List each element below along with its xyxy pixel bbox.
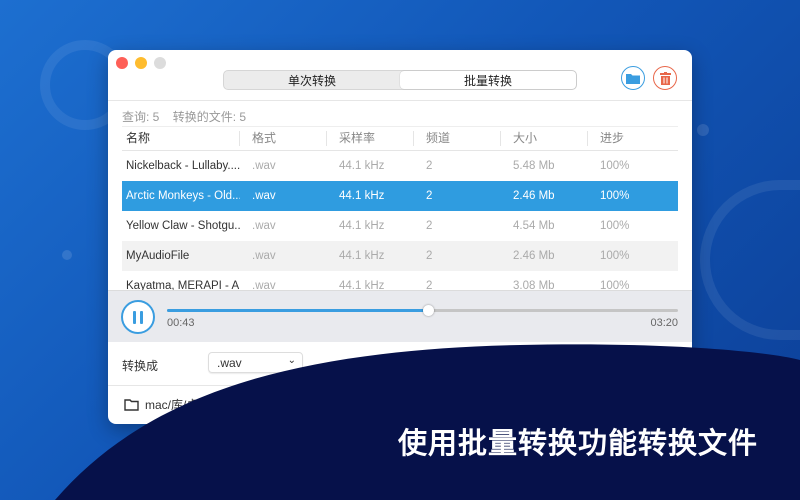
file-size: 2.46 Mb <box>513 190 555 202</box>
audio-player: 00:43 03:20 <box>108 290 692 342</box>
progress: 100% <box>600 280 630 292</box>
seek-slider[interactable] <box>167 305 678 316</box>
seek-handle[interactable] <box>422 305 434 316</box>
format-value: .wav <box>217 356 242 370</box>
folder-icon <box>124 398 139 411</box>
table-row[interactable]: Kayatma, MERAPI - A... .wav 44.1 kHz 2 3.08 … <box>122 271 678 301</box>
pause-icon <box>133 310 136 324</box>
column-header-name[interactable]: 名称 <box>122 131 240 146</box>
close-window-button[interactable] <box>116 57 128 69</box>
table-header: 名称 格式 采样率 频道 大小 进步 <box>122 126 678 151</box>
file-format: .wav <box>252 190 276 202</box>
file-size: 4.54 Mb <box>513 220 555 232</box>
stats-bar: 查询: 5 转换的文件: 5 <box>122 108 256 125</box>
progress: 100% <box>600 190 630 202</box>
file-name: MyAudioFile <box>126 250 190 262</box>
channels: 2 <box>426 220 433 232</box>
sample-rate: 44.1 kHz <box>339 160 385 172</box>
file-name: Kayatma, MERAPI - A... <box>126 280 240 292</box>
delete-button[interactable] <box>653 66 677 90</box>
file-format: .wav <box>252 220 276 232</box>
decor-dot <box>62 250 72 260</box>
file-size: 5.48 Mb <box>513 160 555 172</box>
zoom-window-button[interactable] <box>154 57 166 69</box>
elapsed-time: 00:43 <box>167 317 195 329</box>
column-header-format[interactable]: 格式 <box>240 131 327 146</box>
total-time: 03:20 <box>650 317 678 329</box>
file-size: 2.46 Mb <box>513 250 555 262</box>
output-path-text: mac/库/桌 <box>145 398 199 412</box>
app-window: 单次转换 批量转换 查询: 5 转换的文件: 5 名称 格式 采样率 频道 大小… <box>108 50 692 424</box>
progress: 100% <box>600 220 630 232</box>
file-size: 3.08 Mb <box>513 280 555 292</box>
divider <box>108 100 692 101</box>
column-header-sample-rate[interactable]: 采样率 <box>327 131 414 146</box>
file-name: Nickelback - Lullaby.... <box>126 160 240 172</box>
tab-single-convert[interactable]: 单次转换 <box>287 73 336 88</box>
divider <box>108 385 692 386</box>
open-folder-button[interactable] <box>621 66 645 90</box>
query-count: 查询: 5 <box>122 110 160 124</box>
chevron-down-icon: ⌄ <box>287 355 296 366</box>
file-format: .wav <box>252 280 276 292</box>
file-format: .wav <box>252 160 276 172</box>
table-body: Nickelback - Lullaby.... .wav 44.1 kHz 2 5.4… <box>122 151 678 301</box>
headline: 使用批量转换功能转换文件 <box>398 426 759 460</box>
channels: 2 <box>426 190 433 202</box>
file-table: 名称 格式 采样率 频道 大小 进步 Nickelback - Lullaby.… <box>122 126 678 301</box>
sample-rate: 44.1 kHz <box>339 250 385 262</box>
decor-ring <box>700 180 800 340</box>
file-name: Yellow Claw - Shotgu... <box>126 220 240 232</box>
table-row[interactable]: Yellow Claw - Shotgu... .wav 44.1 kHz 2 4.54… <box>122 211 678 241</box>
channels: 2 <box>426 160 433 172</box>
file-name: Arctic Monkeys - Old... <box>126 190 240 202</box>
progress: 100% <box>600 250 630 262</box>
convert-to-label: 转换成 <box>122 359 159 373</box>
format-select[interactable]: .wav ⌄ <box>208 352 303 373</box>
channels: 2 <box>426 280 433 292</box>
column-header-progress[interactable]: 进步 <box>600 131 625 145</box>
folder-icon <box>626 73 640 84</box>
channels: 2 <box>426 250 433 262</box>
pause-button[interactable] <box>121 300 155 334</box>
tab-batch-convert[interactable]: 批量转换 <box>400 71 576 89</box>
seek-progress <box>167 309 428 312</box>
mode-segmented-control: 单次转换 批量转换 <box>223 70 577 90</box>
table-row[interactable]: Nickelback - Lullaby.... .wav 44.1 kHz 2 5.4… <box>122 151 678 181</box>
sample-rate: 44.1 kHz <box>339 220 385 232</box>
table-row[interactable]: Arctic Monkeys - Old... .wav 44.1 kHz 2 2.46… <box>122 181 678 211</box>
table-row[interactable]: MyAudioFile .wav 44.1 kHz 2 2.46 Mb 100% <box>122 241 678 271</box>
column-header-size[interactable]: 大小 <box>501 131 588 146</box>
converted-count: 转换的文件: 5 <box>172 110 247 124</box>
output-path[interactable]: mac/库/桌 <box>124 396 198 413</box>
progress: 100% <box>600 160 630 172</box>
file-format: .wav <box>252 250 276 262</box>
trash-icon <box>659 71 671 85</box>
minimize-window-button[interactable] <box>135 57 147 69</box>
sample-rate: 44.1 kHz <box>339 280 385 292</box>
column-header-channels[interactable]: 频道 <box>414 131 501 146</box>
sample-rate: 44.1 kHz <box>339 190 385 202</box>
decor-dot <box>697 124 709 136</box>
pause-icon <box>140 310 143 324</box>
